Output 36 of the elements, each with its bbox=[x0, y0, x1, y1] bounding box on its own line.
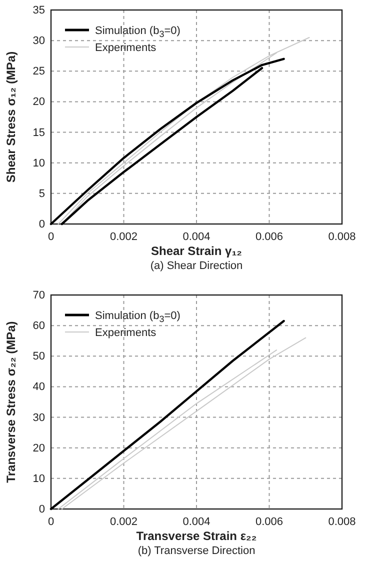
y-tick-label: 20 bbox=[32, 442, 45, 454]
y-tick-label: 10 bbox=[32, 472, 45, 485]
x-tick-label: 0.006 bbox=[255, 230, 284, 243]
y-tick-label: 30 bbox=[32, 412, 45, 424]
x-tick-label: 0.002 bbox=[110, 230, 138, 243]
y-tick-label: 30 bbox=[32, 35, 45, 48]
y-tick-label: 50 bbox=[32, 350, 45, 363]
x-tick-label: 0 bbox=[48, 230, 54, 243]
y-tick-label: 15 bbox=[32, 126, 45, 139]
y-tick-label: 25 bbox=[32, 66, 45, 78]
y-tick-label: 70 bbox=[32, 290, 45, 302]
y-tick-label: 35 bbox=[32, 4, 45, 17]
y-tick-label: 40 bbox=[32, 381, 45, 394]
x-tick-label: 0.004 bbox=[182, 230, 210, 243]
legend-label: Simulation (b$_{3}$=0) bbox=[95, 310, 180, 324]
legend-label: Experiments bbox=[95, 42, 157, 54]
legend-label: Simulation (b$_{3}$=0) bbox=[95, 25, 180, 39]
x-axis-title: Transverse Strain ε₂₂ bbox=[136, 529, 257, 543]
x-tick-label: 0.006 bbox=[255, 516, 284, 528]
text: (a) Shear Direction bbox=[150, 260, 243, 272]
y-axis-title: Shear Stress σ₁₂ (MPa) bbox=[4, 51, 18, 183]
x-tick-label: 0.004 bbox=[182, 516, 210, 528]
x-tick-label: 0.008 bbox=[328, 516, 356, 528]
text: (b) Transverse Direction bbox=[138, 545, 256, 557]
y-axis-title: Transverse Stress σ₂₂ (MPa) bbox=[4, 321, 18, 483]
y-tick-label: 60 bbox=[32, 320, 45, 332]
legend-label: Experiments bbox=[95, 327, 157, 339]
y-tick-label: 5 bbox=[38, 188, 45, 200]
y-tick-label: 10 bbox=[32, 157, 45, 170]
x-tick-label: 0.008 bbox=[328, 230, 356, 243]
y-tick-label: 0 bbox=[38, 218, 45, 231]
x-tick-label: 0.002 bbox=[110, 516, 138, 528]
x-axis-title: Shear Strain γ₁₂ bbox=[151, 244, 242, 258]
y-tick-label: 0 bbox=[38, 504, 45, 516]
y-tick-label: 20 bbox=[32, 96, 45, 108]
x-tick-label: 0 bbox=[48, 516, 54, 528]
